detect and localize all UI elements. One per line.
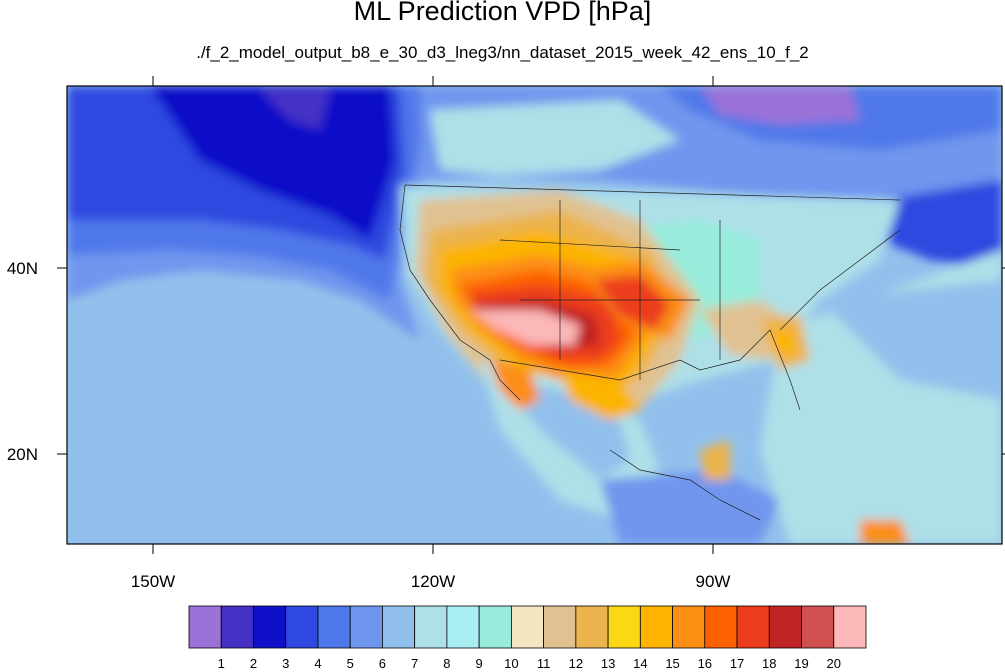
colorbar: 1 2 3 4 5 6 7 8 9 10 11 12 13 14 15 16 17 18 19 20 [188,605,867,671]
colorbar-label: 14 [633,656,647,671]
x-tick-label: 150W [131,572,175,591]
colorbar-swatch [220,605,254,649]
colorbar-swatch [704,605,738,649]
colorbar-label: 2 [250,656,257,671]
colorbar-label: 1 [218,656,225,671]
y-tick-label: 20N [7,445,38,464]
colorbar-swatch [188,605,222,649]
x-tick-label: 90W [696,572,731,591]
x-tick-label: 120W [411,572,455,591]
colorbar-swatch [768,605,802,649]
colorbar-label: 4 [314,656,321,671]
colorbar-label: 12 [569,656,583,671]
colorbar-swatch [801,605,835,649]
colorbar-label: 19 [794,656,808,671]
colorbar-swatch [672,605,706,649]
colorbar-swatch [285,605,319,649]
colorbar-swatch [349,605,383,649]
colorbar-swatch [253,605,287,649]
colorbar-swatch [607,605,641,649]
colorbar-label: 8 [443,656,450,671]
colorbar-label: 3 [282,656,289,671]
colorbar-swatch [382,605,416,649]
colorbar-swatch [317,605,351,649]
map-subtitle: ./f_2_model_output_b8_e_30_d3_lneg3/nn_d… [196,43,809,62]
colorbar-label: 9 [476,656,483,671]
colorbar-label: 7 [411,656,418,671]
y-tick-label: 40N [7,259,38,278]
colorbar-label: 20 [827,656,841,671]
colorbar-label: 18 [762,656,776,671]
map-title: ML Prediction VPD [hPa] [353,0,652,26]
colorbar-label: 11 [537,656,551,671]
colorbar-label: 16 [698,656,712,671]
colorbar-swatch [833,605,867,649]
colorbar-label: 5 [347,656,354,671]
map-frame [66,85,1003,545]
colorbar-label: 6 [379,656,386,671]
colorbar-swatch [575,605,609,649]
colorbar-swatch [446,605,480,649]
axis-ticks [57,76,1005,554]
vpd-field [67,86,1002,544]
colorbar-swatch [510,605,545,649]
colorbar-swatch [639,605,673,649]
colorbar-swatch [414,605,448,649]
colorbar-swatch [478,605,512,649]
colorbar-label: 13 [601,656,615,671]
colorbar-label: 15 [665,656,679,671]
colorbar-swatch [543,605,577,649]
colorbar-label: 17 [730,656,744,671]
colorbar-label: 10 [504,656,518,671]
colorbar-swatch [736,605,770,649]
